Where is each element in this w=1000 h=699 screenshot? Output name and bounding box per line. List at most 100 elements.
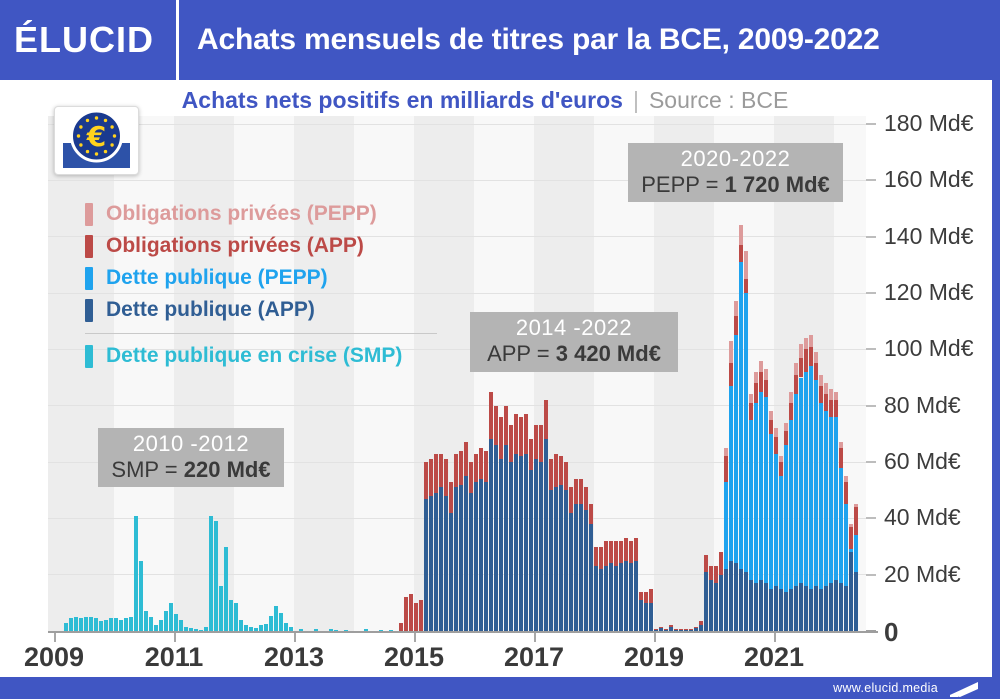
- bar-segment-app_priv: [729, 363, 733, 386]
- bar-segment-app_priv: [569, 487, 573, 513]
- bar-segment-app_pub: [849, 552, 853, 631]
- annotation-smp-value: 220 Md€: [183, 457, 271, 482]
- bar-segment-app_pub: [854, 571, 858, 631]
- footer-url[interactable]: www.elucid.media: [833, 681, 938, 695]
- bar-segment-smp: [234, 602, 238, 631]
- y-tick: [866, 123, 876, 125]
- bar-segment-app_pub: [544, 439, 548, 631]
- bar-segment-app_priv: [624, 538, 628, 561]
- bar-segment-pepp_pub: [839, 467, 843, 584]
- header-divider: [176, 0, 179, 80]
- bar-segment-smp: [144, 611, 148, 631]
- subtitle-source: Source : BCE: [648, 87, 789, 113]
- bar-segment-app_pub: [514, 453, 518, 631]
- bar-segment-app_priv: [714, 566, 718, 584]
- year-band-2011: [174, 116, 234, 631]
- bar-segment-smp: [254, 627, 258, 631]
- bar-segment-smp: [114, 618, 118, 631]
- bar-segment-smp: [239, 619, 243, 631]
- bar-segment-app_pub: [644, 602, 648, 631]
- bar-segment-smp: [249, 626, 253, 631]
- bar-segment-pepp_priv: [744, 250, 748, 279]
- bar-segment-smp: [224, 546, 228, 631]
- x-tick: [774, 633, 776, 642]
- bar-segment-app_priv: [684, 628, 688, 630]
- y-tick: [866, 179, 876, 182]
- bar-segment-app_priv: [634, 538, 638, 561]
- bar-segment-pepp_pub: [774, 453, 778, 586]
- footer-flag-icon: [950, 682, 978, 697]
- bar-segment-app_pub: [814, 585, 818, 631]
- bar-segment-app_priv: [749, 402, 753, 420]
- page-title: Achats mensuels de titres par la BCE, 20…: [197, 23, 880, 56]
- bar-segment-smp: [379, 629, 383, 631]
- bar-segment-app_pub: [494, 445, 498, 631]
- annotation-app: 2014 -2022 APP = 3 420 Md€: [470, 312, 678, 372]
- bar-segment-app_pub: [839, 583, 843, 631]
- bar-segment-pepp_pub: [779, 476, 783, 589]
- x-tick-label: 2019: [623, 642, 685, 672]
- x-tick: [54, 633, 56, 642]
- bar-segment-app_pub: [444, 495, 448, 631]
- y-gridline: [48, 292, 866, 294]
- bar-segment-app_priv: [544, 400, 548, 440]
- bar-segment-app_priv: [444, 459, 448, 496]
- x-tick-label: 2009: [23, 642, 85, 672]
- bar-segment-app_priv: [774, 436, 778, 454]
- svg-text:€: €: [86, 120, 106, 153]
- bar-segment-app_priv: [719, 552, 723, 575]
- bar-segment-app_priv: [669, 625, 673, 627]
- bar-segment-pepp_pub: [814, 380, 818, 586]
- bar-segment-app_pub: [534, 459, 538, 631]
- bar-segment-app_pub: [434, 492, 438, 631]
- bar-segment-app_priv: [799, 357, 803, 378]
- bar-segment-smp: [259, 625, 263, 631]
- bar-segment-pepp_pub: [794, 394, 798, 586]
- bar-segment-app_pub: [424, 498, 428, 631]
- bar-segment-smp: [214, 521, 218, 631]
- bar-segment-app_priv: [459, 450, 463, 485]
- y-gridline: [48, 123, 866, 125]
- bar-segment-pepp_priv: [814, 352, 818, 364]
- bar-segment-app_pub: [729, 560, 733, 631]
- legend-item-app_priv: Obligations privées (APP): [85, 230, 437, 262]
- annotation-app-value: 3 420 Md€: [555, 341, 661, 366]
- y-tick-label: 140 Md€: [884, 222, 974, 249]
- bar-segment-smp: [109, 618, 113, 631]
- ecb-logo-icon: €: [63, 109, 130, 168]
- bar-segment-app_pub: [754, 583, 758, 631]
- bar-segment-app_priv: [579, 478, 583, 505]
- bar-segment-app_priv: [784, 431, 788, 446]
- legend-swatch-app_priv: [85, 234, 93, 258]
- bar-segment-smp: [124, 618, 128, 631]
- bar-segment-app_priv: [594, 546, 598, 567]
- bar-segment-smp: [274, 605, 278, 631]
- bar-segment-app_pub: [559, 484, 563, 631]
- bar-segment-smp: [204, 626, 208, 631]
- bar-segment-app_pub: [489, 439, 493, 631]
- bar-segment-smp: [199, 629, 203, 631]
- bar-segment-smp: [329, 628, 333, 631]
- bar-segment-app_priv: [739, 245, 743, 262]
- bar-segment-app_priv: [664, 628, 668, 630]
- bar-segment-pepp_pub: [739, 262, 743, 570]
- legend-divider: [85, 333, 437, 334]
- y-tick-label: 120 Md€: [884, 279, 974, 305]
- x-tick: [414, 633, 416, 642]
- bar-segment-pepp_priv: [784, 422, 788, 431]
- bar-segment-smp: [169, 602, 173, 631]
- bar-segment-app_priv: [604, 540, 608, 567]
- bar-segment-smp: [69, 618, 73, 631]
- bar-segment-smp: [174, 614, 178, 631]
- x-tick-label: 2017: [503, 642, 565, 672]
- bar-segment-app_priv: [619, 540, 623, 564]
- bar-segment-app_priv: [434, 453, 438, 493]
- bar-segment-smp: [119, 619, 123, 631]
- annotation-app-value-line: APP = 3 420 Md€: [470, 341, 678, 367]
- bar-segment-app_priv: [829, 400, 833, 417]
- legend: Obligations privées (PEPP) Obligations pr…: [85, 198, 437, 372]
- y-gridline: [48, 405, 866, 407]
- bar-segment-app_priv: [689, 629, 693, 631]
- subtitle-text: Achats nets positifs en milliards d'euro…: [181, 87, 623, 113]
